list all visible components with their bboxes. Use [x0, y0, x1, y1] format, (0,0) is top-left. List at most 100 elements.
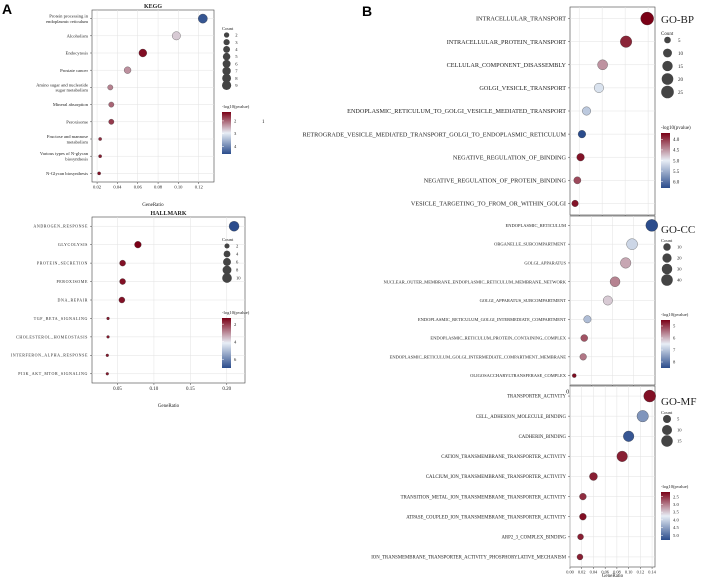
data-point[interactable]	[594, 82, 604, 93]
size-legend-label: 4	[236, 252, 239, 257]
data-point[interactable]	[623, 430, 635, 442]
chart-go-cc: GO-CC0.00.100.200.30ENDOPLASMIC_RETICULU…	[383, 215, 695, 395]
chart-hallmark: HALLMARK 0.05 0.10 0.15 0.20 GeneRatio ANDROGE…	[11, 211, 250, 409]
data-point[interactable]	[106, 316, 110, 320]
data-point[interactable]	[626, 238, 638, 250]
y-category-label: Mineral absorption	[53, 102, 89, 107]
color-legend-title: -log10(pvalue)	[222, 104, 250, 109]
data-point[interactable]	[118, 296, 126, 304]
data-point[interactable]	[603, 295, 613, 306]
x-tick-label: 0.05	[113, 387, 122, 392]
data-point[interactable]	[108, 101, 115, 108]
y-category-label: Amino sugar and nucleotide sugar metaboli…	[36, 82, 88, 92]
data-point[interactable]	[582, 106, 591, 116]
y-category-label: CHOLESTEROL_HOMEOSTASIS	[16, 334, 88, 339]
data-point[interactable]	[97, 171, 101, 176]
data-point[interactable]	[198, 13, 208, 24]
size-legend-dot	[223, 250, 231, 258]
color-legend-label: 3.5	[673, 510, 679, 515]
color-legend-label: 5.0	[673, 533, 679, 538]
y-category-label: CATION_TRANSMEMBRANE_TRANSPORTER_ACTIVIT…	[441, 455, 566, 460]
data-point[interactable]	[98, 137, 102, 141]
size-legend-label: 5	[678, 39, 681, 44]
data-point[interactable]	[583, 315, 592, 324]
size-legend-label: 7	[235, 69, 238, 74]
data-point[interactable]	[119, 278, 126, 285]
size-legend-dot	[661, 274, 673, 286]
y-category-label: PI3K_AKT_MTOR_SIGNALING	[18, 371, 88, 376]
data-point[interactable]	[571, 199, 579, 207]
data-point[interactable]	[640, 11, 654, 26]
size-legend-label: 8	[236, 268, 239, 273]
data-point[interactable]	[134, 241, 142, 249]
data-point[interactable]	[620, 35, 632, 48]
y-category-label: INTRACELLULAR_PROTEIN_TRANSPORT	[447, 39, 566, 46]
y-category-label: ENDOPLASMIC_RETICULUM_GOLGI_INTERMEDIATE…	[418, 317, 566, 322]
y-category-label: GOLGI_APPARATUS	[524, 261, 566, 266]
size-legend-dot	[222, 66, 231, 76]
size-legend-title: Count	[222, 26, 234, 31]
y-category-label: DNA_REPAIR	[57, 297, 88, 302]
data-point[interactable]	[172, 31, 181, 41]
size-legend-dot	[661, 73, 674, 85]
data-point[interactable]	[123, 66, 132, 74]
y-category-label: Alcoholism	[67, 33, 89, 38]
size-legend-label: 10	[236, 276, 241, 281]
data-point[interactable]	[616, 450, 628, 462]
data-point[interactable]	[119, 259, 126, 267]
color-legend-label: 8	[673, 360, 676, 365]
color-legend-title: -log10(pvalue)	[661, 312, 689, 317]
y-category-label: ANDROGEN_RESPONSE	[33, 224, 88, 229]
color-legend-bar	[222, 318, 231, 368]
data-point[interactable]	[589, 472, 598, 481]
color-legend-label: 2	[234, 322, 237, 327]
size-legend-dot	[663, 243, 671, 251]
data-point[interactable]	[645, 219, 658, 232]
data-point[interactable]	[576, 553, 584, 561]
data-point[interactable]	[107, 84, 114, 91]
data-point[interactable]	[576, 153, 585, 162]
data-point[interactable]	[609, 276, 621, 287]
x-tick-label: 0.20	[222, 387, 231, 392]
color-legend-label: 6	[234, 357, 237, 362]
data-point[interactable]	[643, 389, 656, 403]
color-legend-bar	[222, 112, 231, 154]
data-point[interactable]	[106, 335, 110, 339]
size-legend-label: 10	[678, 52, 684, 57]
size-legend-label: 2	[235, 33, 238, 38]
x-tick-label: 0.10	[150, 387, 159, 392]
size-legend-label: 2	[236, 244, 239, 249]
size-legend-title: Count	[661, 410, 673, 415]
data-point[interactable]	[597, 59, 608, 70]
data-point[interactable]	[138, 48, 147, 58]
data-point[interactable]	[98, 154, 102, 158]
chart-title: GO-MF	[661, 396, 696, 408]
color-legend-label: 6	[673, 336, 676, 341]
panel-a-label: A	[2, 1, 12, 17]
color-legend-label: 4.0	[673, 138, 680, 143]
color-legend-bar	[661, 320, 670, 368]
data-point[interactable]	[105, 372, 109, 376]
y-category-label: OLIGOSACCHARYLTRANSFERASE_COMPLEX	[470, 373, 567, 378]
data-point[interactable]	[108, 118, 115, 125]
size-legend-label: 6	[235, 61, 238, 66]
data-point[interactable]	[579, 353, 587, 361]
data-point[interactable]	[573, 176, 582, 185]
color-legend-label: 5.0	[673, 159, 680, 164]
data-point[interactable]	[228, 221, 240, 232]
data-point[interactable]	[105, 353, 109, 357]
data-point[interactable]	[579, 493, 587, 501]
data-point[interactable]	[620, 257, 632, 269]
data-point[interactable]	[577, 130, 586, 139]
y-category-label: PEROXISOME	[56, 279, 88, 284]
y-category-label: RETROGRADE_VESICLE_MEDIATED_TRANSPORT_GO…	[302, 131, 566, 138]
data-point[interactable]	[579, 513, 587, 521]
data-point[interactable]	[636, 410, 649, 423]
color-legend-label: 2.5	[673, 494, 679, 499]
y-category-label: NEGATIVE_REGULATION_OF_BINDING	[453, 154, 567, 161]
data-point[interactable]	[577, 533, 584, 540]
data-point[interactable]	[580, 334, 588, 342]
data-point[interactable]	[572, 373, 577, 378]
x-tick-label: 0.08	[613, 569, 621, 574]
panel-b-label: B	[362, 3, 372, 19]
